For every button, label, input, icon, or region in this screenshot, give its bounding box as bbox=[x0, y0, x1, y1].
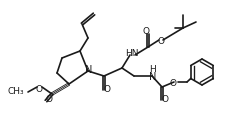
Text: O: O bbox=[158, 36, 165, 46]
Text: HN: HN bbox=[125, 48, 139, 58]
Text: O: O bbox=[170, 78, 177, 88]
Text: N: N bbox=[149, 72, 157, 82]
Text: N: N bbox=[85, 65, 93, 75]
Text: O: O bbox=[143, 28, 150, 36]
Text: O: O bbox=[45, 95, 52, 105]
Text: O: O bbox=[161, 95, 168, 105]
Text: H: H bbox=[150, 64, 156, 74]
Text: O: O bbox=[104, 86, 111, 94]
Text: O: O bbox=[35, 84, 42, 93]
Text: CH₃: CH₃ bbox=[7, 88, 24, 96]
